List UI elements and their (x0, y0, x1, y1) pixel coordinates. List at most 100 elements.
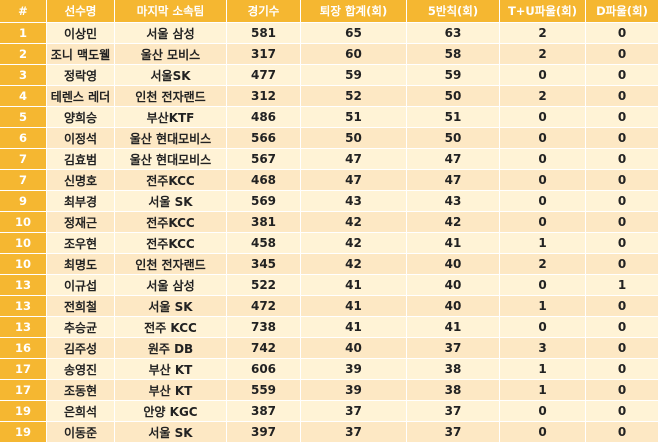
cell-five-fouls: 37 (407, 401, 500, 422)
cell-games: 606 (227, 359, 301, 380)
cell-ejections-total: 41 (301, 317, 407, 338)
cell-d-fouls: 0 (586, 254, 658, 275)
cell-d-fouls: 0 (586, 65, 658, 86)
cell-team: 울산 모비스 (115, 44, 227, 65)
cell-rank: 19 (0, 401, 47, 422)
cell-tu-fouls: 2 (500, 23, 586, 44)
header-ejections: 퇴장 합계(회) (301, 0, 407, 23)
cell-tu-fouls: 0 (500, 170, 586, 191)
cell-rank: 6 (0, 128, 47, 149)
cell-rank: 17 (0, 359, 47, 380)
cell-ejections-total: 37 (301, 422, 407, 443)
table-row: 7 신명호 전주KCC 468 47 47 0 0 (0, 170, 658, 191)
cell-player-name: 이상민 (47, 23, 115, 44)
cell-ejections-total: 47 (301, 170, 407, 191)
cell-rank: 13 (0, 275, 47, 296)
cell-games: 742 (227, 338, 301, 359)
cell-player-name: 김주성 (47, 338, 115, 359)
cell-team: 서울 SK (115, 296, 227, 317)
cell-team: 부산KTF (115, 107, 227, 128)
cell-d-fouls: 0 (586, 296, 658, 317)
cell-tu-fouls: 1 (500, 359, 586, 380)
table-row: 13 전희철 서울 SK 472 41 40 1 0 (0, 296, 658, 317)
cell-tu-fouls: 0 (500, 128, 586, 149)
table-row: 6 이정석 울산 현대모비스 566 50 50 0 0 (0, 128, 658, 149)
cell-d-fouls: 0 (586, 107, 658, 128)
cell-player-name: 정락영 (47, 65, 115, 86)
cell-player-name: 조동현 (47, 380, 115, 401)
cell-team: 전주 KCC (115, 317, 227, 338)
cell-rank: 1 (0, 23, 47, 44)
cell-ejections-total: 59 (301, 65, 407, 86)
header-five-fouls: 5반칙(회) (407, 0, 500, 23)
table-row: 19 은희석 안양 KGC 387 37 37 0 0 (0, 401, 658, 422)
cell-d-fouls: 0 (586, 170, 658, 191)
cell-player-name: 추승균 (47, 317, 115, 338)
cell-games: 569 (227, 191, 301, 212)
cell-player-name: 이정석 (47, 128, 115, 149)
cell-team: 울산 현대모비스 (115, 149, 227, 170)
cell-tu-fouls: 1 (500, 380, 586, 401)
cell-player-name: 김효범 (47, 149, 115, 170)
cell-player-name: 은희석 (47, 401, 115, 422)
cell-games: 477 (227, 65, 301, 86)
cell-tu-fouls: 0 (500, 212, 586, 233)
cell-five-fouls: 40 (407, 296, 500, 317)
cell-rank: 5 (0, 107, 47, 128)
cell-rank: 10 (0, 212, 47, 233)
cell-player-name: 이동준 (47, 422, 115, 443)
cell-tu-fouls: 3 (500, 338, 586, 359)
cell-d-fouls: 0 (586, 317, 658, 338)
cell-rank: 10 (0, 254, 47, 275)
cell-five-fouls: 50 (407, 86, 500, 107)
cell-five-fouls: 51 (407, 107, 500, 128)
cell-player-name: 테렌스 레더 (47, 86, 115, 107)
cell-tu-fouls: 2 (500, 254, 586, 275)
cell-team: 전주KCC (115, 170, 227, 191)
cell-games: 566 (227, 128, 301, 149)
cell-d-fouls: 0 (586, 86, 658, 107)
cell-team: 전주KCC (115, 212, 227, 233)
table-row: 10 정재근 전주KCC 381 42 42 0 0 (0, 212, 658, 233)
cell-player-name: 최부경 (47, 191, 115, 212)
cell-player-name: 송영진 (47, 359, 115, 380)
table-row: 19 이동준 서울 SK 397 37 37 0 0 (0, 422, 658, 443)
cell-five-fouls: 47 (407, 149, 500, 170)
cell-rank: 7 (0, 170, 47, 191)
table-row: 5 양희승 부산KTF 486 51 51 0 0 (0, 107, 658, 128)
cell-tu-fouls: 0 (500, 107, 586, 128)
cell-ejections-total: 42 (301, 233, 407, 254)
cell-five-fouls: 41 (407, 233, 500, 254)
cell-five-fouls: 41 (407, 317, 500, 338)
cell-tu-fouls: 1 (500, 233, 586, 254)
cell-rank: 13 (0, 317, 47, 338)
table-row: 4 테렌스 레더 인천 전자랜드 312 52 50 2 0 (0, 86, 658, 107)
cell-ejections-total: 37 (301, 401, 407, 422)
cell-ejections-total: 39 (301, 380, 407, 401)
table-body: 1 이상민 서울 삼성 581 65 63 2 0 2 조니 맥도웰 울산 모비스 317 60 58 2 0… (0, 23, 658, 443)
cell-rank: 3 (0, 65, 47, 86)
cell-d-fouls: 0 (586, 191, 658, 212)
cell-five-fouls: 40 (407, 254, 500, 275)
cell-ejections-total: 42 (301, 212, 407, 233)
header-player: 선수명 (47, 0, 115, 23)
cell-tu-fouls: 0 (500, 275, 586, 296)
cell-team: 부산 KT (115, 380, 227, 401)
table-row: 7 김효범 울산 현대모비스 567 47 47 0 0 (0, 149, 658, 170)
cell-tu-fouls: 0 (500, 191, 586, 212)
cell-games: 397 (227, 422, 301, 443)
cell-player-name: 이규섭 (47, 275, 115, 296)
cell-five-fouls: 47 (407, 170, 500, 191)
cell-player-name: 신명호 (47, 170, 115, 191)
cell-games: 486 (227, 107, 301, 128)
cell-ejections-total: 40 (301, 338, 407, 359)
cell-team: 원주 DB (115, 338, 227, 359)
cell-rank: 7 (0, 149, 47, 170)
cell-five-fouls: 38 (407, 359, 500, 380)
cell-ejections-total: 50 (301, 128, 407, 149)
table-row: 17 송영진 부산 KT 606 39 38 1 0 (0, 359, 658, 380)
cell-ejections-total: 41 (301, 296, 407, 317)
cell-team: 울산 현대모비스 (115, 128, 227, 149)
cell-team: 서울 삼성 (115, 275, 227, 296)
